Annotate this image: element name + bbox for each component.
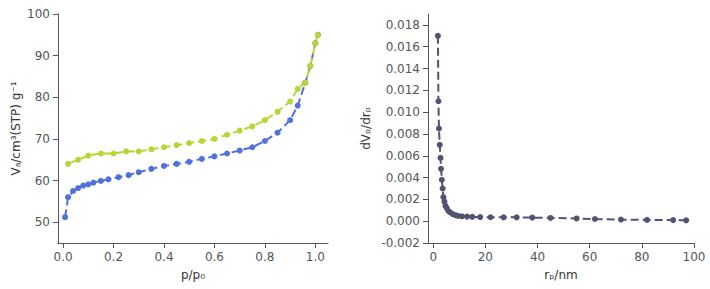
svg-text:0.0: 0.0: [53, 250, 72, 264]
svg-text:100: 100: [27, 7, 50, 21]
svg-text:50: 50: [35, 215, 50, 229]
svg-text:70: 70: [35, 132, 50, 146]
svg-text:0.8: 0.8: [255, 250, 274, 264]
svg-text:1.0: 1.0: [306, 250, 325, 264]
svg-text:rₚ/nm: rₚ/nm: [544, 268, 577, 282]
svg-text:0.004: 0.004: [386, 171, 420, 185]
svg-text:0.000: 0.000: [386, 214, 420, 228]
svg-text:90: 90: [35, 49, 50, 63]
svg-text:dVₚ/drₚ: dVₚ/drₚ: [359, 107, 373, 150]
svg-text:0.002: 0.002: [386, 192, 420, 206]
svg-text:60: 60: [35, 174, 50, 188]
svg-text:60: 60: [582, 250, 597, 264]
svg-text:20: 20: [478, 250, 493, 264]
svg-text:0.2: 0.2: [104, 250, 123, 264]
svg-text:0.014: 0.014: [386, 62, 420, 76]
svg-text:0.6: 0.6: [205, 250, 224, 264]
svg-text:0.010: 0.010: [386, 105, 420, 119]
svg-text:0.018: 0.018: [386, 18, 420, 32]
svg-text:80: 80: [634, 250, 649, 264]
svg-text:0: 0: [429, 250, 437, 264]
svg-text:0.012: 0.012: [386, 83, 420, 97]
svg-text:p/p₀: p/p₀: [181, 268, 205, 282]
svg-text:0.008: 0.008: [386, 127, 420, 141]
svg-text:-0.002: -0.002: [381, 236, 420, 250]
svg-text:40: 40: [530, 250, 545, 264]
svg-text:80: 80: [35, 90, 50, 104]
svg-text:0.016: 0.016: [386, 40, 420, 54]
svg-text:100: 100: [683, 250, 706, 264]
svg-text:0.006: 0.006: [386, 149, 420, 163]
svg-text:0.4: 0.4: [154, 250, 173, 264]
svg-text:Vₐ/cm³(STP) g⁻¹: Vₐ/cm³(STP) g⁻¹: [9, 81, 23, 175]
